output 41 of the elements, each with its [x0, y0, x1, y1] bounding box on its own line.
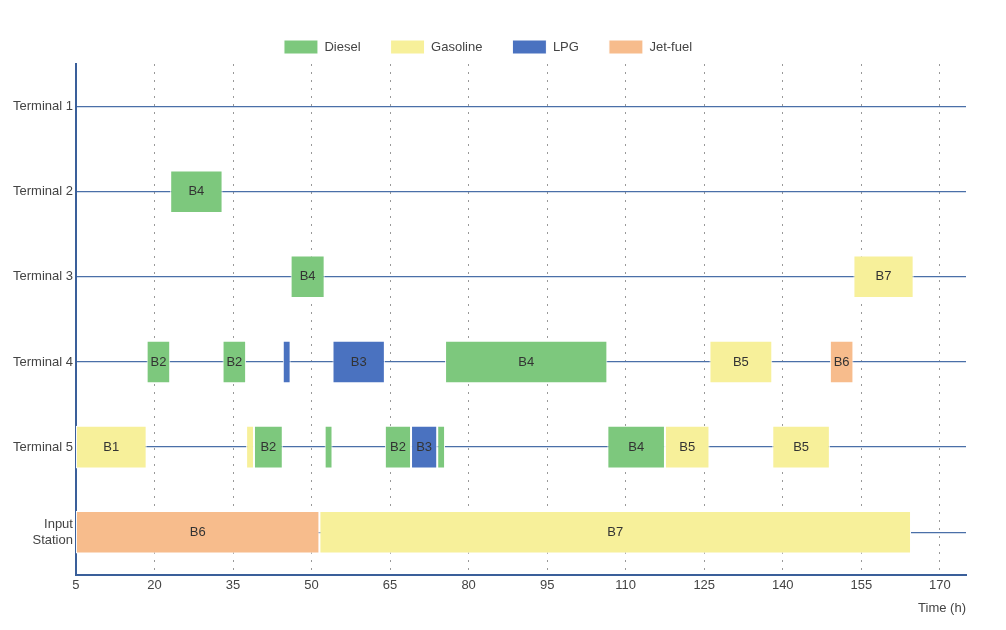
x-tick-label: 125	[693, 577, 716, 593]
legend-label: Jet-fuel	[649, 38, 693, 54]
x-tick-label: 50	[304, 577, 319, 593]
y-tick-label: Terminal 5	[13, 438, 73, 454]
x-tick-label: 35	[225, 577, 241, 593]
data-label: B7	[607, 523, 624, 539]
data-label: B5	[732, 353, 749, 369]
x-tick-label: 140	[771, 577, 794, 593]
x-tick-label: 5	[72, 577, 80, 593]
y-tick-label: Terminal 3	[13, 268, 73, 284]
x-tick-label: 65	[382, 577, 398, 593]
y-tick-label: Input Station	[32, 516, 74, 547]
data-label: B5	[793, 438, 810, 454]
data-label: B1	[103, 438, 120, 454]
x-tick-label: 20	[147, 577, 162, 593]
x-tick-label: 80	[461, 577, 476, 593]
data-label: B6	[833, 353, 850, 369]
data-label: B2	[150, 353, 167, 369]
y-tick-label: Terminal 1	[13, 98, 73, 114]
x-tick-label: 110	[615, 577, 637, 593]
data-label: B3	[416, 438, 433, 454]
data-label: B4	[628, 438, 645, 454]
data-label: B2	[390, 438, 406, 454]
y-tick-label: Terminal 2	[13, 183, 73, 199]
data-label: B4	[518, 353, 535, 369]
data-label: B7	[875, 268, 892, 284]
y-tick-label: Terminal 4	[13, 353, 73, 369]
legend-label: Diesel	[324, 38, 361, 54]
x-tick-label: 170	[928, 577, 951, 593]
data-label: B4	[299, 268, 316, 284]
data-label: B6	[189, 523, 206, 539]
data-label: B5	[679, 438, 696, 454]
data-label: B3	[350, 353, 367, 369]
legend-label: LPG	[552, 38, 579, 54]
x-tick-label: 155	[850, 577, 873, 593]
x-tick-label: 95	[539, 577, 555, 593]
legend-label: Gasoline	[431, 38, 483, 54]
x-axis-title: Time (h)	[918, 599, 966, 615]
data-label: B2	[226, 353, 243, 369]
data-label: B2	[260, 438, 277, 454]
data-label: B4	[188, 183, 205, 199]
